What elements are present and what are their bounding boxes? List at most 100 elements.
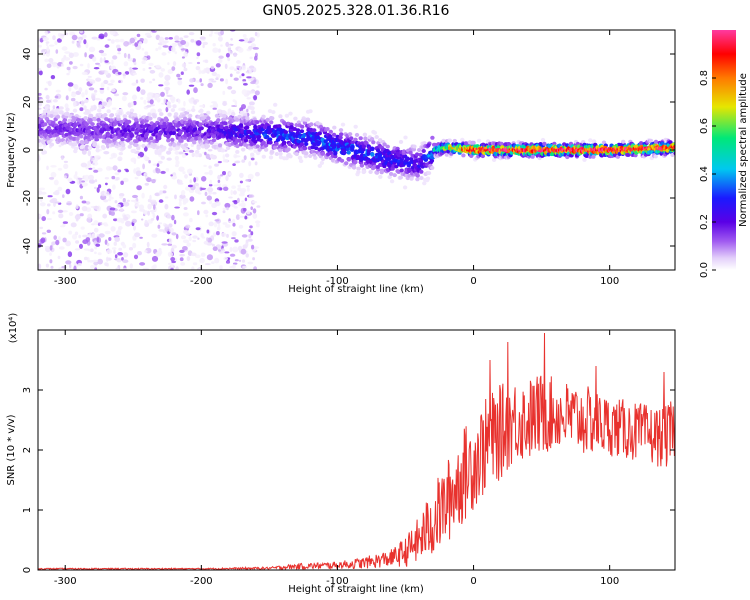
spectrogram-noise-cell bbox=[227, 86, 233, 90]
spectrogram-noise-cell bbox=[212, 47, 219, 53]
spectrogram-noise-cell bbox=[156, 97, 161, 103]
spectrogram-noise-cell bbox=[248, 90, 256, 94]
spectrogram-noise-cell bbox=[73, 84, 77, 89]
spectrogram-noise-cell bbox=[236, 197, 240, 203]
spectrogram-noise-cell bbox=[100, 52, 107, 57]
spectrogram-noise-cell bbox=[215, 77, 219, 80]
spectrogram-ridge-cell bbox=[95, 145, 100, 150]
spectrogram-noise-cell bbox=[236, 71, 240, 74]
spectrogram-noise-cell bbox=[179, 194, 186, 200]
spectrogram-noise-cell bbox=[183, 51, 188, 58]
spectrogram-noise-cell bbox=[117, 252, 123, 256]
spectrogram-ridge-cell bbox=[371, 140, 376, 145]
spectrogram-noise-cell bbox=[67, 177, 73, 182]
spectrogram-noise-cell bbox=[72, 52, 79, 57]
spectrogram-noise-cell bbox=[189, 217, 193, 223]
spectrogram-noise-cell bbox=[180, 71, 184, 75]
spectrogram-noise-cell bbox=[253, 266, 257, 270]
spectrogram-noise-cell bbox=[38, 187, 46, 191]
spectrogram-noise-cell bbox=[228, 196, 233, 199]
spectrogram-noise-cell bbox=[137, 251, 142, 256]
spectrogram-noise-cell bbox=[130, 199, 137, 203]
spectrogram-ridge-cell bbox=[46, 110, 52, 115]
spectrogram-noise-cell bbox=[171, 260, 177, 264]
spectrogram-ridge-cell bbox=[253, 139, 258, 144]
spectrogram-noise-cell bbox=[116, 203, 121, 208]
spectrogram-noise-cell bbox=[40, 237, 46, 244]
spectrogram-noise-cell bbox=[158, 36, 164, 43]
spectrogram-noise-cell bbox=[47, 80, 52, 87]
spectrogram-noise-cell bbox=[41, 216, 46, 222]
spectrogram-ridge-cell bbox=[289, 125, 294, 130]
spectrogram-noise-cell bbox=[165, 196, 169, 199]
spectrogram-noise-cell bbox=[222, 158, 228, 163]
spectrogram-noise-cell bbox=[168, 37, 173, 40]
spectrogram-noise-cell bbox=[81, 182, 88, 187]
spectrogram-ridge-cell bbox=[379, 156, 384, 161]
spectrogram-ridge-cell bbox=[186, 133, 191, 137]
spectrogram-noise-cell bbox=[212, 102, 219, 109]
spectrogram-ridge-cell bbox=[302, 120, 308, 125]
spectrogram-noise-cell bbox=[136, 33, 141, 38]
spectrogram-ridge-cell bbox=[219, 125, 224, 129]
spectrogram-noise-cell bbox=[91, 233, 96, 239]
spectrogram-noise-cell bbox=[232, 163, 236, 167]
spectrogram-noise-cell bbox=[253, 95, 258, 101]
spectrogram-y-label: Frequency (Hz) bbox=[6, 112, 17, 188]
spectrogram-noise-cell bbox=[174, 155, 179, 161]
spectrogram-noise-cell bbox=[116, 258, 122, 263]
spectrogram-ridge-cell bbox=[222, 113, 227, 118]
spectrogram-noise-cell bbox=[73, 265, 77, 270]
spectrogram-noise-cell bbox=[250, 77, 254, 81]
spectrogram-noise-cell bbox=[251, 200, 258, 204]
spectrogram-noise-cell bbox=[130, 101, 134, 107]
spectrogram-ridge-cell bbox=[65, 107, 70, 112]
spectrogram-noise-cell bbox=[139, 38, 144, 42]
spectrogram-noise-cell bbox=[217, 161, 222, 163]
spectrogram-noise-cell bbox=[142, 210, 149, 215]
spectrogram-ridge-cell bbox=[59, 110, 64, 115]
spectrogram-ridge-cell bbox=[363, 136, 368, 141]
spectrogram-ridge-cell bbox=[648, 138, 654, 143]
spectrogram-noise-cell bbox=[232, 246, 239, 253]
spectrogram-ridge-cell bbox=[356, 166, 361, 171]
spectrogram-ridge-cell bbox=[278, 155, 284, 160]
spectrogram-ridge-cell bbox=[274, 152, 280, 156]
spectrogram-noise-cell bbox=[181, 63, 187, 68]
spectrogram-noise-cell bbox=[242, 265, 247, 269]
spectrogram-noise-cell bbox=[188, 149, 195, 153]
spectrogram-noise-cell bbox=[111, 247, 117, 250]
spectrogram-ridge-cell bbox=[283, 130, 288, 135]
snr-y-tick-label: 3 bbox=[22, 387, 33, 393]
spectrogram-noise-cell bbox=[238, 224, 244, 229]
spectrogram-ridge-cell bbox=[198, 122, 203, 127]
spectrogram-ridge-cell bbox=[126, 111, 131, 116]
spectrogram-noise-cell bbox=[245, 179, 251, 182]
spectrogram-ridge-cell bbox=[140, 133, 145, 138]
spectrogram-ridge-cell bbox=[155, 145, 160, 150]
spectrogram-ridge-cell bbox=[178, 130, 183, 135]
spectrogram-ridge-cell bbox=[237, 138, 242, 143]
spectrogram-noise-cell bbox=[158, 72, 164, 78]
spectrogram-noise-cell bbox=[205, 153, 211, 160]
spectrogram-ridge-cell bbox=[88, 118, 94, 123]
spectrogram-noise-cell bbox=[229, 247, 233, 252]
spectrogram-noise-cell bbox=[92, 166, 96, 170]
spectrogram-ridge-cell bbox=[118, 111, 123, 116]
spectrogram-ridge-cell bbox=[415, 177, 420, 182]
spectrogram-noise-cell bbox=[107, 38, 111, 41]
spectrogram-noise-cell bbox=[246, 187, 250, 192]
spectrogram-noise-cell bbox=[212, 246, 218, 251]
spectrogram-ridge-cell bbox=[263, 147, 269, 152]
spectrogram-noise-cell bbox=[149, 104, 155, 107]
spectrogram-noise-cell bbox=[208, 33, 213, 37]
spectrogram-noise-cell bbox=[120, 218, 125, 224]
spectrogram-noise-cell bbox=[38, 44, 42, 48]
spectrogram-ridge-cell bbox=[476, 138, 482, 143]
spectrogram-ridge-cell bbox=[460, 137, 465, 142]
spectrogram-ridge-cell bbox=[338, 135, 343, 140]
spectrogram-noise-cell bbox=[108, 99, 112, 105]
spectrogram-noise-cell bbox=[88, 167, 93, 170]
spectrogram-ridge-cell bbox=[41, 139, 46, 144]
spectrogram-noise-cell bbox=[97, 167, 103, 172]
